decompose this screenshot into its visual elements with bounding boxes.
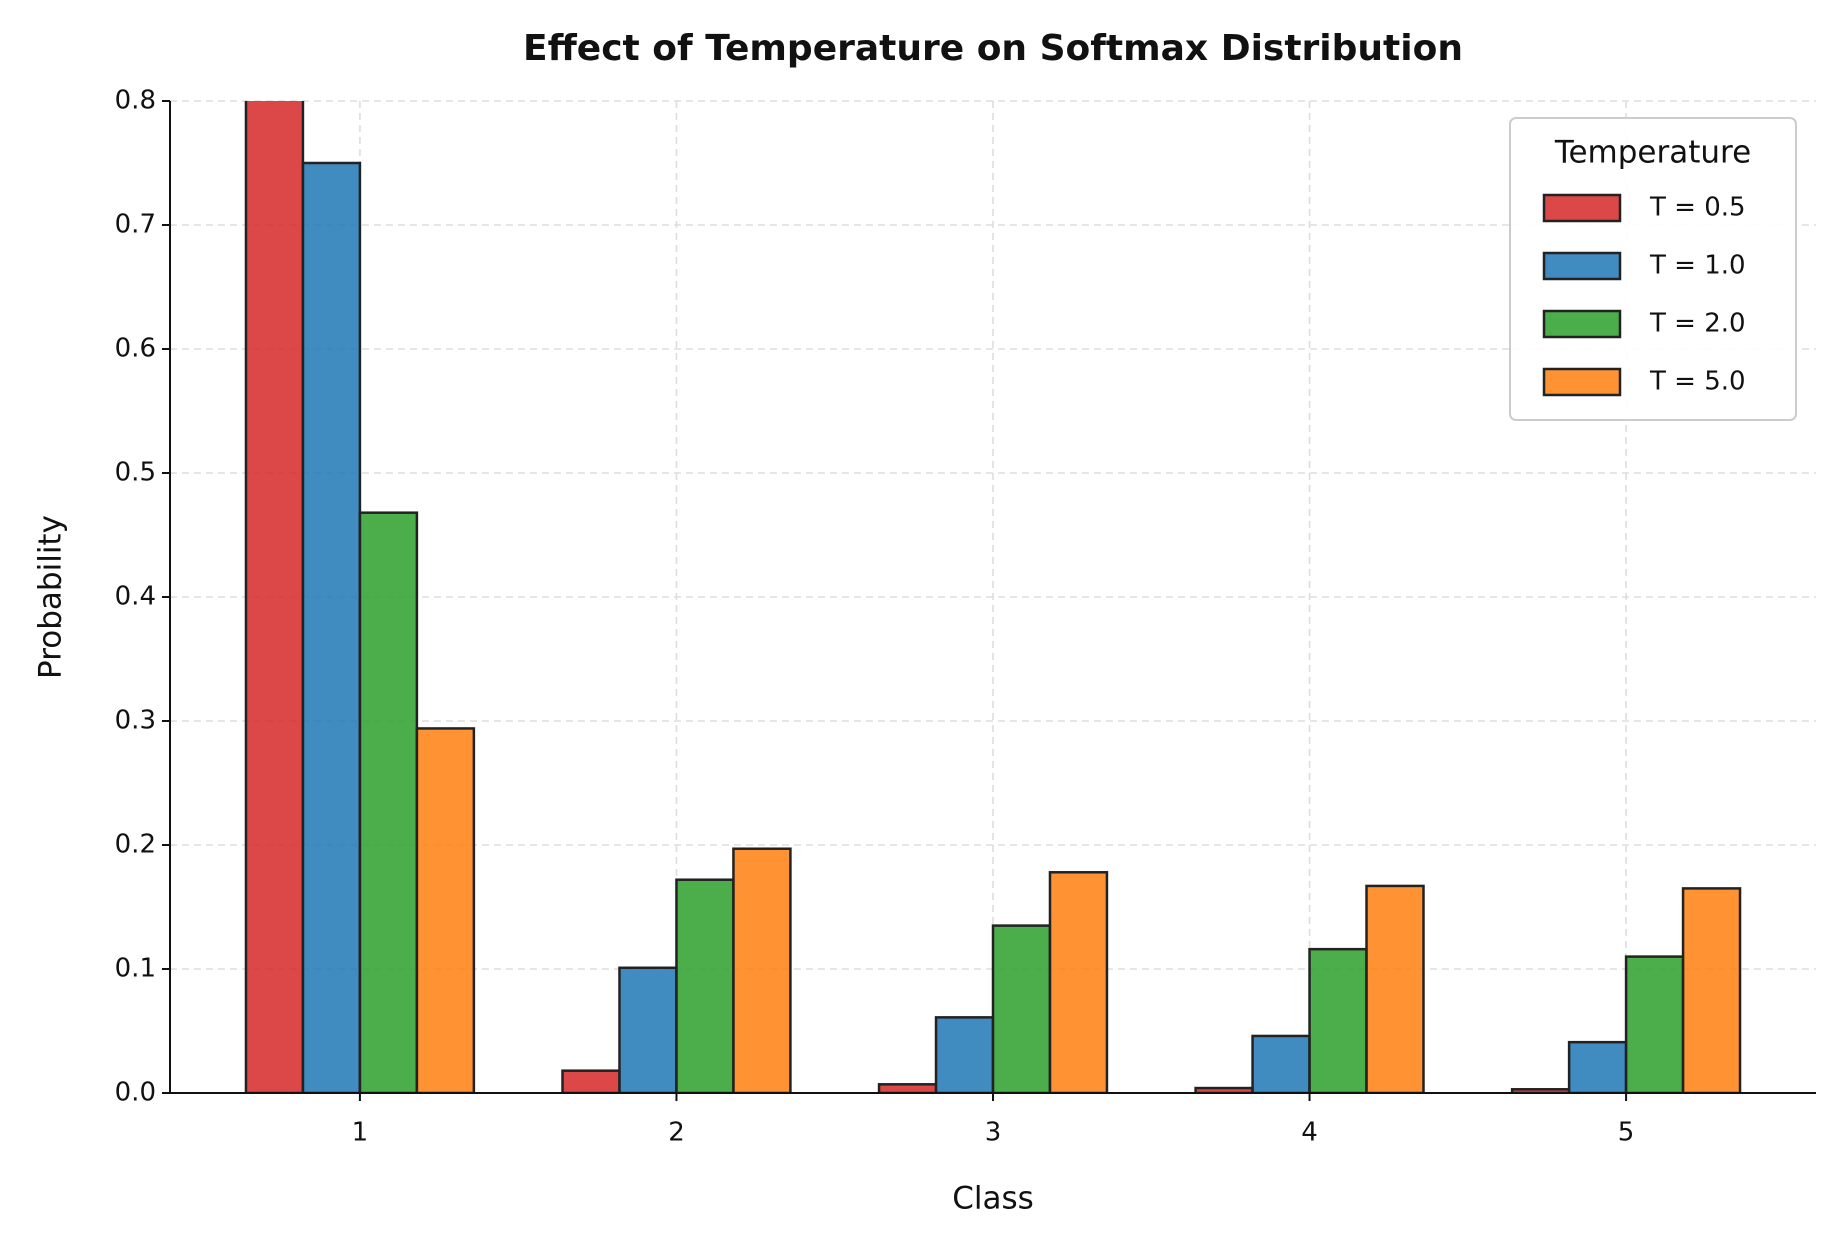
bar [618,966,678,1093]
legend-label: T = 5.0 [1649,367,1746,397]
bar [244,101,305,1093]
legend-swatch [1542,251,1622,281]
bar [991,924,1052,1093]
x-tick-label: 5 [1618,1118,1635,1148]
y-axis-label: Probability [33,515,69,679]
legend-swatch [1542,309,1622,339]
bar [1251,1034,1311,1093]
legend-title: Temperature [1554,135,1751,171]
bar [732,847,792,1093]
legend-swatch [1542,367,1622,397]
bar [561,1069,621,1093]
bar [1624,955,1685,1093]
x-tick-label: 2 [668,1118,685,1148]
legend-label: T = 1.0 [1649,251,1746,281]
y-tick-label: 0.5 [115,458,156,488]
x-tick-label: 1 [352,1118,369,1148]
legend-box [1509,117,1797,421]
legend: Temperature T = 0.5 T = 1.0 T = 2.0 T = 5.0 [1509,117,1797,421]
bar [301,161,362,1093]
y-tick-label: 0.7 [115,210,156,240]
bar [1567,1040,1628,1093]
chart-title: Effect of Temperature on Softmax Distrib… [523,28,1463,69]
bar [934,1016,995,1093]
bar [358,511,419,1093]
y-tick-label: 0.1 [115,954,156,984]
y-tick-label: 0.6 [115,334,156,364]
bar [1048,871,1109,1093]
bar [415,727,476,1093]
x-axis-label: Class [952,1181,1034,1217]
y-tick-label: 0.2 [115,830,156,860]
legend-swatch [1542,193,1622,223]
y-tick-label: 0.3 [115,706,156,736]
legend-label: T = 2.0 [1649,309,1746,339]
x-tick-label: 4 [1301,1118,1318,1148]
y-tick-label: 0.4 [115,582,156,612]
y-tick-label: 0.8 [115,86,156,116]
bars [244,101,1742,1093]
bar [877,1083,938,1093]
bar [1365,884,1425,1093]
y-tick-label: 0.0 [115,1078,156,1108]
legend-label: T = 0.5 [1649,193,1746,223]
bar [1308,947,1368,1093]
bar [1681,887,1742,1093]
bar [675,878,735,1093]
x-tick-label: 3 [985,1118,1002,1148]
